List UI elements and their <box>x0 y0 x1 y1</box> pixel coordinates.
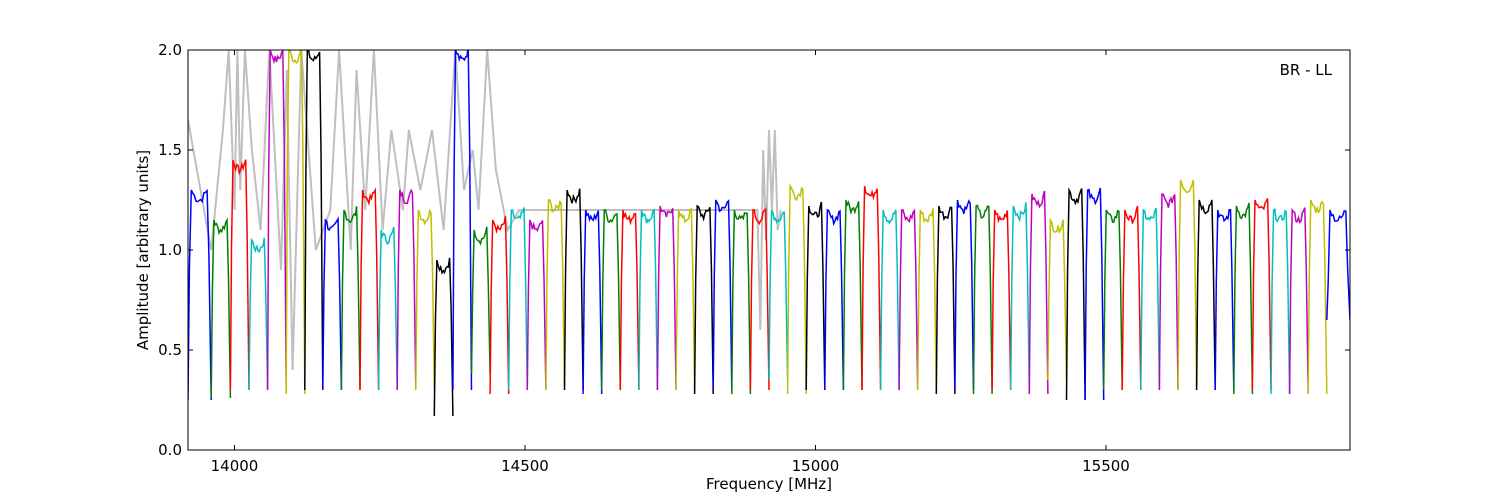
channel-curve <box>712 199 733 391</box>
channel-curve <box>1251 198 1272 391</box>
channel-curve <box>786 183 807 395</box>
channel-curve <box>879 209 900 391</box>
channel-curve <box>842 199 863 391</box>
x-tick-label: 14000 <box>211 457 259 475</box>
channel-curve <box>824 209 845 391</box>
channel-curve <box>600 209 622 391</box>
x-axis-ticks: 14000 14500 15000 15500 <box>211 50 1130 475</box>
channel-curve <box>1214 209 1235 391</box>
channel-curve <box>972 204 993 395</box>
x-tick-label: 15000 <box>792 457 840 475</box>
channel-curve <box>1326 209 1350 321</box>
channel-curve <box>1084 187 1105 401</box>
channel-curve <box>991 209 1012 391</box>
y-tick-label: 0.5 <box>158 341 182 359</box>
y-tick-label: 2.0 <box>158 41 182 59</box>
channel-curve <box>210 217 232 399</box>
channel-curve <box>322 216 343 391</box>
channel-curve <box>377 226 398 391</box>
channel-curve <box>1195 199 1216 391</box>
channel-curve <box>1102 209 1123 391</box>
y-tick-label: 1.5 <box>158 141 182 159</box>
channel-curve <box>1121 205 1142 391</box>
channel-curve <box>935 205 956 395</box>
channel-curve <box>1158 192 1179 391</box>
channel-curve <box>656 205 677 391</box>
channel-curve <box>526 219 547 391</box>
channel-curve <box>1028 190 1049 395</box>
channel-curve <box>248 237 269 391</box>
channel-curve <box>675 207 696 391</box>
y-axis-ticks: 0.0 0.5 1.0 1.5 2.0 <box>158 41 1350 459</box>
channel-curve <box>188 188 212 401</box>
channel-curve <box>489 216 510 395</box>
channel-curve <box>638 208 659 391</box>
channel-curve <box>1177 179 1198 391</box>
channel-curve <box>304 50 324 391</box>
channel-curve <box>1233 202 1254 395</box>
channel-curve <box>1009 202 1031 391</box>
channel-curve <box>1140 207 1161 391</box>
channel-curve <box>1065 187 1086 401</box>
channel-curve <box>359 187 380 391</box>
channel-curve <box>954 199 975 391</box>
series-layer <box>188 50 1350 417</box>
x-tick-label: 14500 <box>501 457 549 475</box>
x-tick-label: 15500 <box>1082 457 1130 475</box>
channel-curve <box>1288 207 1309 395</box>
channel-curve <box>749 207 770 391</box>
channel-curve <box>1307 199 1328 395</box>
y-axis-label: Amplitude [arbitrary units] <box>134 150 152 350</box>
channel-curve <box>340 206 361 391</box>
y-tick-label: 1.0 <box>158 241 182 259</box>
channel-curve <box>582 209 603 395</box>
channel-curve <box>545 199 566 391</box>
channel-curve <box>433 257 454 417</box>
channel-curve <box>693 204 714 395</box>
channel-curve <box>768 209 789 381</box>
channel-curve <box>229 159 250 391</box>
y-tick-label: 0.0 <box>158 441 182 459</box>
channel-curve <box>898 208 919 391</box>
channel-curve <box>861 185 882 391</box>
channel-curve <box>507 207 529 391</box>
channel-curve <box>1047 217 1068 381</box>
channel-curve <box>619 209 640 391</box>
channel-curve <box>415 208 436 391</box>
channel-curve <box>805 201 826 391</box>
chart-annotation: BR - LL <box>1280 61 1333 79</box>
channel-curve <box>916 208 938 391</box>
channel-curve <box>266 50 287 391</box>
channel-curve <box>470 226 491 375</box>
channel-curve <box>731 209 752 395</box>
x-axis-label: Frequency [MHz] <box>706 475 832 493</box>
channel-curve <box>1270 208 1291 395</box>
background-trace <box>188 50 782 371</box>
channel-curve <box>396 188 417 391</box>
channel-curve <box>563 188 584 391</box>
